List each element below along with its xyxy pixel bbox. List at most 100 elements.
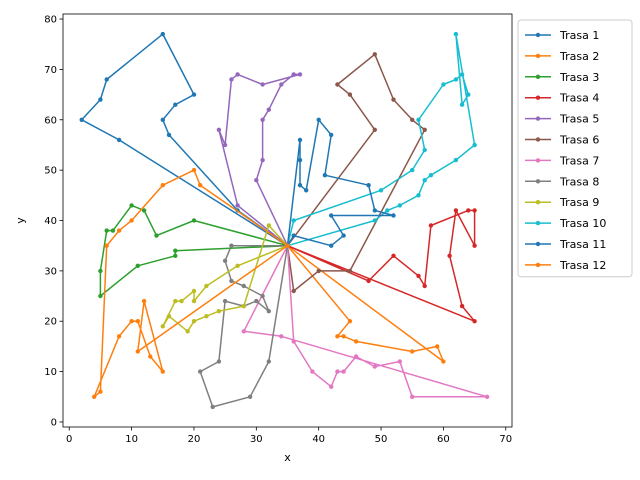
data-point [260, 82, 265, 87]
data-point [291, 339, 296, 344]
data-point [116, 228, 122, 233]
data-point [459, 72, 465, 77]
data-point [191, 319, 197, 324]
data-point [472, 243, 477, 248]
legend-label: Trasa 9 [559, 196, 599, 209]
legend-label: Trasa 8 [559, 175, 599, 188]
data-point [160, 183, 165, 188]
legend-marker [535, 220, 541, 226]
data-point [216, 359, 222, 364]
data-point [297, 72, 303, 77]
data-point [329, 213, 334, 218]
data-point [104, 77, 109, 82]
data-point [160, 324, 165, 329]
data-point [191, 218, 197, 223]
legend-marker [535, 74, 541, 80]
data-point [459, 102, 465, 107]
data-point [222, 142, 228, 148]
data-point [322, 173, 328, 178]
data-point [129, 203, 134, 208]
data-point [229, 77, 234, 82]
data-point [173, 102, 178, 107]
data-point [148, 354, 153, 359]
legend-marker [535, 116, 541, 121]
data-point [141, 298, 147, 304]
legend: Trasa 1 Trasa 2 Trasa 3 Trasa 4 Trasa 5 Trasa… [517, 19, 633, 278]
data-point [198, 183, 203, 188]
data-point [110, 228, 116, 233]
data-point [229, 278, 234, 284]
data-point [410, 349, 415, 354]
data-point [366, 183, 371, 188]
data-point [484, 394, 490, 399]
data-point [191, 288, 197, 294]
y-tick-label: 80 [44, 15, 57, 26]
legend-item: Trasa 4 [525, 92, 599, 105]
data-point [397, 203, 402, 208]
data-point [235, 203, 240, 208]
data-point [241, 329, 246, 334]
series-12 [92, 167, 290, 399]
data-point [453, 31, 459, 37]
data-point [372, 127, 377, 132]
data-point [254, 178, 259, 183]
legend-label: Trasa 4 [559, 92, 599, 105]
data-point [247, 394, 253, 399]
data-point [310, 369, 315, 374]
data-point [260, 293, 265, 299]
data-point [435, 344, 440, 349]
legend-marker [535, 241, 541, 247]
data-point [391, 213, 396, 218]
data-point [98, 268, 103, 274]
x-tick-label: 20 [188, 434, 201, 445]
data-point [335, 82, 340, 87]
data-point [173, 248, 178, 253]
legend-label: Trasa 11 [559, 238, 606, 251]
data-point [416, 273, 421, 279]
data-point [166, 314, 172, 319]
legend-item: Trasa 5 [525, 113, 599, 126]
data-point [472, 142, 477, 148]
legend-item: Trasa 1 [525, 29, 599, 42]
data-point [353, 354, 359, 359]
data-point [185, 329, 190, 334]
data-point [266, 223, 271, 228]
data-point [297, 183, 303, 188]
legend-label: Trasa 12 [559, 259, 606, 272]
data-point [98, 293, 103, 299]
data-point [235, 72, 240, 77]
data-point [466, 208, 471, 213]
x-axis: 0 10 20 30 40 50 60 70 [66, 427, 512, 445]
legend-item: Trasa 8 [525, 175, 599, 188]
data-point [366, 278, 371, 284]
series-line [287, 209, 476, 322]
data-point [297, 157, 303, 163]
data-point [372, 208, 377, 213]
series-line [286, 53, 426, 292]
data-point [372, 218, 377, 223]
data-point [129, 319, 134, 324]
data-point [428, 223, 434, 228]
data-point [260, 117, 265, 123]
data-point [191, 298, 197, 304]
data-point [410, 167, 415, 173]
legend-item: Trasa 11 [525, 238, 606, 251]
x-tick-label: 70 [499, 434, 512, 445]
data-point [428, 173, 434, 178]
x-tick-label: 50 [375, 434, 388, 445]
x-tick-label: 60 [437, 434, 450, 445]
data-point [92, 394, 97, 399]
data-point [347, 92, 353, 97]
x-axis-label: x [284, 451, 291, 464]
data-point [160, 31, 165, 37]
data-point [378, 188, 384, 193]
series-line [199, 244, 289, 408]
data-point [266, 359, 271, 364]
data-point [98, 389, 103, 394]
legend-marker [535, 262, 541, 268]
legend-item: Trasa 2 [525, 50, 599, 63]
data-point [335, 369, 340, 374]
y-axis: 0 10 20 30 40 50 60 70 80 [44, 15, 63, 428]
x-tick-label: 10 [125, 434, 138, 445]
